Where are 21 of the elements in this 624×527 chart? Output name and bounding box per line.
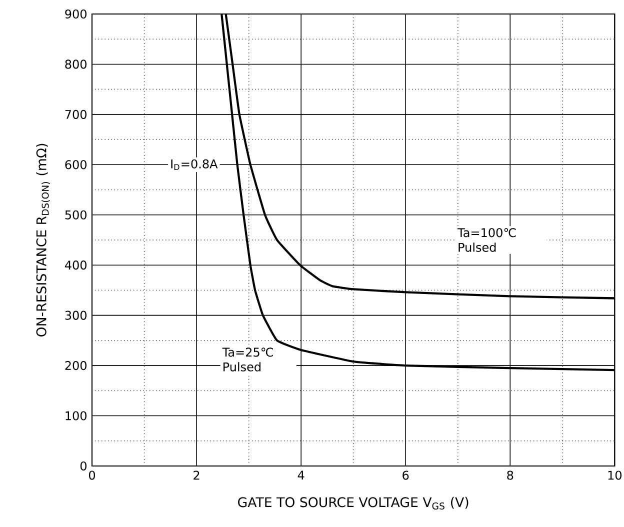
y-axis-title: ON-RESISTANCE R$_{DS(ON)}$ (mΩ) bbox=[36, 144, 50, 336]
annotation: I$_{D}$=0.8A bbox=[171, 159, 218, 170]
y-tick-label: 200 bbox=[65, 361, 86, 370]
y-tick-label: 800 bbox=[65, 60, 86, 69]
y-tick-label: 0 bbox=[80, 461, 86, 471]
x-tick-label: 2 bbox=[194, 470, 200, 480]
y-tick-label: 400 bbox=[64, 260, 86, 270]
y-tick-label: 300 bbox=[65, 310, 86, 320]
x-tick-label: 8 bbox=[507, 470, 514, 480]
x-tick-label: 10 bbox=[608, 470, 622, 480]
x-tick-label: 4 bbox=[298, 470, 304, 480]
x-axis-title: GATE TO SOURCE VOLTAGE V$_{GS}$ (V) bbox=[238, 496, 468, 510]
x-tick-label: 6 bbox=[402, 470, 409, 480]
annotation: Ta=25℃ Pulsed bbox=[222, 348, 274, 372]
y-tick-label: 700 bbox=[65, 110, 86, 119]
x-tick-label: 0 bbox=[88, 470, 96, 480]
y-tick-label: 500 bbox=[65, 210, 86, 220]
y-tick-label: 600 bbox=[65, 160, 86, 170]
annotation: Ta=100℃ Pulsed bbox=[457, 228, 516, 252]
y-tick-label: 100 bbox=[66, 411, 86, 420]
y-tick-label: 900 bbox=[65, 9, 86, 19]
